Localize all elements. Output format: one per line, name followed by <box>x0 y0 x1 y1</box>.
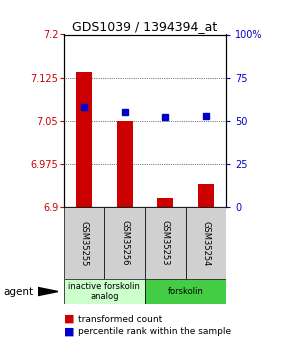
Bar <box>145 207 186 279</box>
Text: GSM35255: GSM35255 <box>79 220 89 266</box>
Text: GSM35254: GSM35254 <box>201 220 211 266</box>
Bar <box>64 207 104 279</box>
Text: forskolin: forskolin <box>168 287 204 296</box>
Text: percentile rank within the sample: percentile rank within the sample <box>78 327 231 336</box>
Bar <box>117 121 133 207</box>
Bar <box>186 207 226 279</box>
Bar <box>104 207 145 279</box>
Bar <box>145 279 226 304</box>
Text: ■: ■ <box>64 314 74 324</box>
Text: GSM35253: GSM35253 <box>161 220 170 266</box>
Bar <box>64 279 145 304</box>
Text: transformed count: transformed count <box>78 315 163 324</box>
Text: ■: ■ <box>64 326 74 336</box>
Title: GDS1039 / 1394394_at: GDS1039 / 1394394_at <box>72 20 218 33</box>
Bar <box>76 72 92 207</box>
Text: agent: agent <box>3 287 33 296</box>
Text: inactive forskolin
analog: inactive forskolin analog <box>68 282 140 301</box>
Bar <box>157 198 173 207</box>
Bar <box>198 184 214 207</box>
Text: GSM35256: GSM35256 <box>120 220 129 266</box>
Polygon shape <box>38 287 58 296</box>
